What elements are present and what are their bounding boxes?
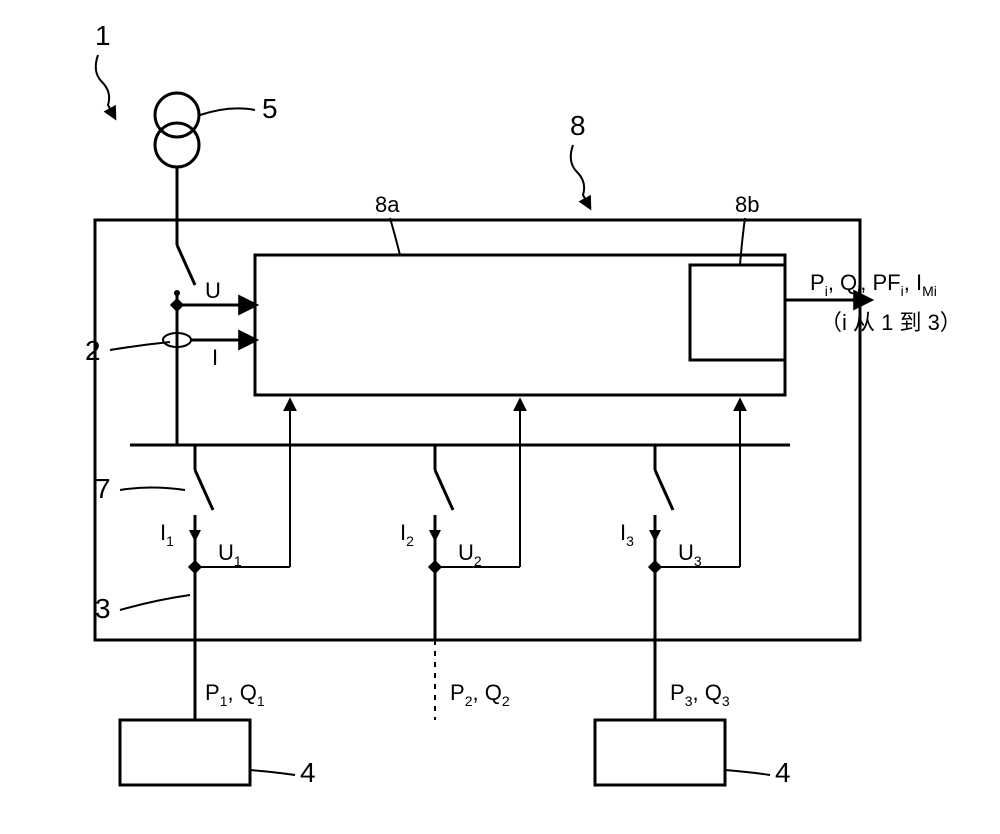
ref-4b-leader (725, 770, 770, 775)
output-note: （i 从 1 到 3） (820, 310, 962, 335)
feeder3-u-node (648, 560, 662, 574)
ref-3-leader (120, 595, 190, 610)
feeder1-u-node (188, 560, 202, 574)
ref-2-label: 2 (85, 335, 101, 366)
ref-4b-label: 4 (775, 757, 791, 788)
feeder2-switch (435, 470, 453, 510)
feeder2-i-arrow (429, 530, 441, 542)
feeder1-i-label: I1 (160, 520, 174, 549)
feeder1-pq: P1, Q1 (205, 680, 265, 709)
ref-7-label: 7 (95, 473, 111, 504)
i-label: I (212, 345, 218, 370)
output-line: Pi, Qi, PFi, IMi (810, 270, 937, 299)
ref-5-label: 5 (262, 93, 278, 124)
ref-7-leader (120, 488, 185, 491)
ref-8a-label: 8a (375, 192, 400, 217)
ref-8-leader (571, 145, 590, 208)
ref-5-leader (200, 108, 255, 115)
load-box-1 (120, 720, 250, 785)
feeder3-pq: P3, Q3 (670, 680, 730, 709)
ref-8b-leader (740, 218, 745, 265)
ref-2-leader (110, 342, 170, 350)
ref-3-label: 3 (95, 593, 111, 624)
block-8b (690, 265, 785, 360)
incoming-switch-blade (177, 245, 195, 285)
feeder3-switch (655, 470, 673, 510)
block-8a (255, 255, 785, 395)
feeder1-i-arrow (189, 530, 201, 542)
feeder2-i-label: I2 (400, 520, 414, 549)
feeder2-u-node (428, 560, 442, 574)
u-tap-node (170, 298, 184, 312)
feeder3-u-label: U3 (678, 540, 702, 569)
ref-4a-leader (250, 770, 295, 775)
u-label: U (205, 278, 221, 303)
feeder3-i-label: I3 (620, 520, 634, 549)
ref-8b-label: 8b (735, 192, 759, 217)
feeder2-u-label: U2 (458, 540, 482, 569)
load-box-3 (595, 720, 725, 785)
ref-1-label: 1 (95, 20, 111, 51)
feeder3-i-arrow (649, 530, 661, 542)
feeder1-u-label: U1 (218, 540, 242, 569)
feeder1-switch (195, 470, 213, 510)
transformer-bottom-circle (155, 123, 199, 167)
feeder2-pq: P2, Q2 (450, 680, 510, 709)
ref-1-leader (96, 55, 115, 118)
ref-4a-label: 4 (300, 757, 316, 788)
ref-8-label: 8 (570, 110, 586, 141)
ref-8a-leader (390, 218, 400, 255)
